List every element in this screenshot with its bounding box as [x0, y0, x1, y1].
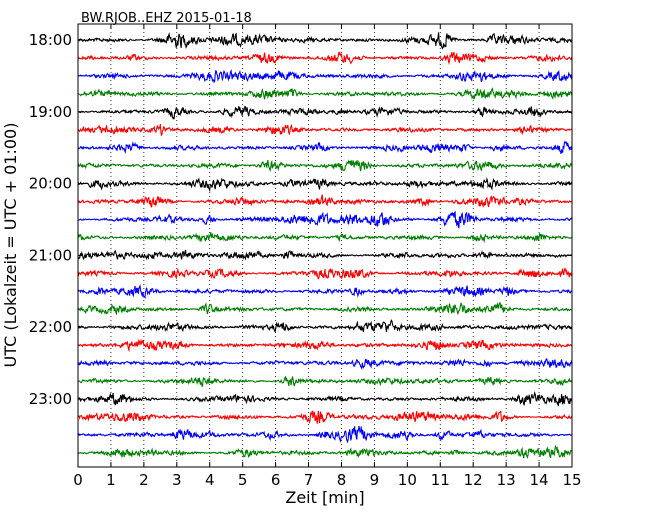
- trace-row: [77, 87, 573, 100]
- x-tick-label: 0: [73, 471, 83, 489]
- trace-row: [77, 249, 573, 261]
- x-tick-label: 1: [106, 471, 116, 489]
- x-axis-title: Zeit [min]: [285, 488, 364, 507]
- y-tick-label: 22:00: [29, 318, 72, 336]
- trace-row: [77, 444, 573, 460]
- x-tick-label: 15: [562, 471, 581, 489]
- x-tick-label: 7: [304, 471, 314, 489]
- trace-row: [77, 319, 573, 334]
- x-axis-ticks: 0 1 2 3 4 5 6 7 8 9 10 11 12 13 14 15: [73, 24, 582, 489]
- trace-row: [77, 69, 573, 84]
- trace-row: [77, 105, 573, 120]
- x-tick-label: 8: [337, 471, 347, 489]
- plot-frame: [77, 23, 573, 468]
- trace-row: [77, 232, 573, 244]
- x-tick-label: 13: [497, 471, 516, 489]
- x-tick-label: 12: [464, 471, 483, 489]
- x-tick-label: 2: [139, 471, 149, 489]
- y-tick-label: 23:00: [29, 390, 72, 408]
- y-tick-label: 18:00: [29, 31, 72, 49]
- trace-row: [77, 391, 573, 406]
- trace-row: [77, 410, 573, 424]
- trace-row: [77, 267, 573, 280]
- x-tick-label: 14: [530, 471, 549, 489]
- trace-row: [77, 302, 573, 316]
- trace-row: [77, 425, 573, 444]
- y-tick-label: 19:00: [29, 103, 72, 121]
- trace-row: [77, 194, 573, 208]
- trace-row: [77, 338, 573, 353]
- trace-row: [77, 123, 573, 137]
- y-tick-label: 21:00: [29, 246, 72, 264]
- trace-row: [77, 284, 573, 300]
- chart-title: BW.RJOB..EHZ 2015-01-18: [81, 11, 252, 26]
- y-axis-title: UTC (Lokalzeit = UTC + 01:00): [1, 123, 20, 368]
- trace-row: [77, 375, 573, 387]
- trace-row: [77, 31, 573, 50]
- x-tick-label: 3: [172, 471, 182, 489]
- trace-rows: [77, 31, 573, 460]
- y-tick-label: 20:00: [29, 175, 72, 193]
- x-tick-label: 5: [238, 471, 248, 489]
- trace-row: [77, 210, 573, 229]
- x-tick-label: 11: [431, 471, 450, 489]
- trace-row: [77, 159, 573, 172]
- y-axis-ticks: 18:00 19:00 20:00 21:00 22:00 23:00: [29, 31, 572, 408]
- x-tick-label: 6: [271, 471, 281, 489]
- trace-row: [77, 140, 573, 155]
- x-tick-label: 10: [398, 471, 417, 489]
- x-tick-label: 9: [370, 471, 380, 489]
- x-tick-label: 4: [205, 471, 215, 489]
- trace-row: [77, 50, 573, 66]
- trace-row: [77, 176, 573, 193]
- trace-row: [77, 358, 573, 371]
